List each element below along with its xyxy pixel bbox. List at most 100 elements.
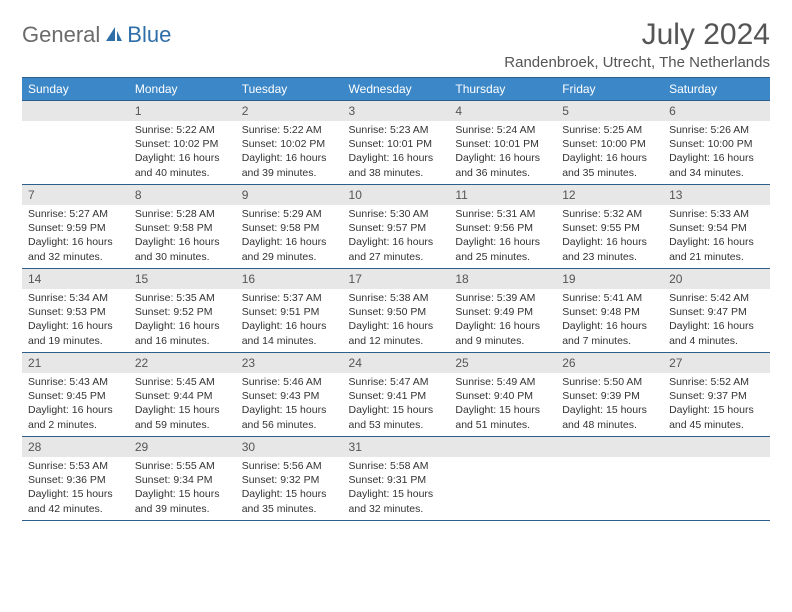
calendar-cell: 29Sunrise: 5:55 AMSunset: 9:34 PMDayligh… (129, 437, 236, 521)
calendar-cell: 6Sunrise: 5:26 AMSunset: 10:00 PMDayligh… (663, 101, 770, 185)
day-body: Sunrise: 5:45 AMSunset: 9:44 PMDaylight:… (129, 373, 236, 436)
calendar-cell: 5Sunrise: 5:25 AMSunset: 10:00 PMDayligh… (556, 101, 663, 185)
calendar-cell: 27Sunrise: 5:52 AMSunset: 9:37 PMDayligh… (663, 353, 770, 437)
brand-logo: General Blue (22, 22, 171, 48)
sunrise-text: Sunrise: 5:47 AM (349, 375, 444, 389)
day-number: 26 (556, 353, 663, 373)
sunrise-text: Sunrise: 5:30 AM (349, 207, 444, 221)
calendar-cell: 12Sunrise: 5:32 AMSunset: 9:55 PMDayligh… (556, 185, 663, 269)
day-body: Sunrise: 5:34 AMSunset: 9:53 PMDaylight:… (22, 289, 129, 352)
day-number: 20 (663, 269, 770, 289)
day-number: 27 (663, 353, 770, 373)
day-body: Sunrise: 5:37 AMSunset: 9:51 PMDaylight:… (236, 289, 343, 352)
day-number-empty (663, 437, 770, 457)
calendar-cell: 26Sunrise: 5:50 AMSunset: 9:39 PMDayligh… (556, 353, 663, 437)
daylight-text: Daylight: 15 hours and 48 minutes. (562, 403, 657, 431)
calendar-cell: 21Sunrise: 5:43 AMSunset: 9:45 PMDayligh… (22, 353, 129, 437)
sunrise-text: Sunrise: 5:33 AM (669, 207, 764, 221)
calendar-cell: 30Sunrise: 5:56 AMSunset: 9:32 PMDayligh… (236, 437, 343, 521)
sunrise-text: Sunrise: 5:53 AM (28, 459, 123, 473)
day-body: Sunrise: 5:55 AMSunset: 9:34 PMDaylight:… (129, 457, 236, 520)
day-number: 16 (236, 269, 343, 289)
day-number: 21 (22, 353, 129, 373)
day-body: Sunrise: 5:38 AMSunset: 9:50 PMDaylight:… (343, 289, 450, 352)
sunset-text: Sunset: 9:52 PM (135, 305, 230, 319)
calendar-cell: 23Sunrise: 5:46 AMSunset: 9:43 PMDayligh… (236, 353, 343, 437)
day-body: Sunrise: 5:33 AMSunset: 9:54 PMDaylight:… (663, 205, 770, 268)
sunset-text: Sunset: 9:48 PM (562, 305, 657, 319)
calendar-cell (22, 101, 129, 185)
day-number: 1 (129, 101, 236, 121)
calendar-cell (449, 437, 556, 521)
day-number: 12 (556, 185, 663, 205)
calendar-table: Sunday Monday Tuesday Wednesday Thursday… (22, 77, 770, 521)
day-number: 28 (22, 437, 129, 457)
day-number-empty (556, 437, 663, 457)
day-number: 3 (343, 101, 450, 121)
weekday-header: Sunday (22, 78, 129, 101)
day-number: 5 (556, 101, 663, 121)
sunrise-text: Sunrise: 5:43 AM (28, 375, 123, 389)
weekday-header: Friday (556, 78, 663, 101)
daylight-text: Daylight: 16 hours and 23 minutes. (562, 235, 657, 263)
calendar-cell: 1Sunrise: 5:22 AMSunset: 10:02 PMDayligh… (129, 101, 236, 185)
sunrise-text: Sunrise: 5:56 AM (242, 459, 337, 473)
sunrise-text: Sunrise: 5:50 AM (562, 375, 657, 389)
sunrise-text: Sunrise: 5:55 AM (135, 459, 230, 473)
calendar-cell: 19Sunrise: 5:41 AMSunset: 9:48 PMDayligh… (556, 269, 663, 353)
day-body: Sunrise: 5:41 AMSunset: 9:48 PMDaylight:… (556, 289, 663, 352)
calendar-cell: 14Sunrise: 5:34 AMSunset: 9:53 PMDayligh… (22, 269, 129, 353)
daylight-text: Daylight: 16 hours and 2 minutes. (28, 403, 123, 431)
day-body: Sunrise: 5:29 AMSunset: 9:58 PMDaylight:… (236, 205, 343, 268)
day-body: Sunrise: 5:49 AMSunset: 9:40 PMDaylight:… (449, 373, 556, 436)
calendar-cell: 25Sunrise: 5:49 AMSunset: 9:40 PMDayligh… (449, 353, 556, 437)
sunset-text: Sunset: 9:37 PM (669, 389, 764, 403)
day-body: Sunrise: 5:46 AMSunset: 9:43 PMDaylight:… (236, 373, 343, 436)
sunrise-text: Sunrise: 5:27 AM (28, 207, 123, 221)
day-number: 2 (236, 101, 343, 121)
sunset-text: Sunset: 10:00 PM (669, 137, 764, 151)
day-number: 13 (663, 185, 770, 205)
weekday-header: Thursday (449, 78, 556, 101)
sunset-text: Sunset: 9:43 PM (242, 389, 337, 403)
day-body: Sunrise: 5:27 AMSunset: 9:59 PMDaylight:… (22, 205, 129, 268)
daylight-text: Daylight: 16 hours and 38 minutes. (349, 151, 444, 179)
day-body: Sunrise: 5:31 AMSunset: 9:56 PMDaylight:… (449, 205, 556, 268)
day-body: Sunrise: 5:47 AMSunset: 9:41 PMDaylight:… (343, 373, 450, 436)
sunset-text: Sunset: 10:02 PM (135, 137, 230, 151)
daylight-text: Daylight: 16 hours and 21 minutes. (669, 235, 764, 263)
daylight-text: Daylight: 16 hours and 4 minutes. (669, 319, 764, 347)
calendar-cell: 24Sunrise: 5:47 AMSunset: 9:41 PMDayligh… (343, 353, 450, 437)
day-number: 9 (236, 185, 343, 205)
day-number: 4 (449, 101, 556, 121)
daylight-text: Daylight: 16 hours and 39 minutes. (242, 151, 337, 179)
daylight-text: Daylight: 16 hours and 25 minutes. (455, 235, 550, 263)
calendar-head: Sunday Monday Tuesday Wednesday Thursday… (22, 78, 770, 101)
weekday-header: Tuesday (236, 78, 343, 101)
calendar-cell (556, 437, 663, 521)
daylight-text: Daylight: 15 hours and 59 minutes. (135, 403, 230, 431)
sunrise-text: Sunrise: 5:38 AM (349, 291, 444, 305)
sunset-text: Sunset: 10:00 PM (562, 137, 657, 151)
page-header: General Blue July 2024 Randenbroek, Utre… (22, 18, 770, 71)
sunrise-text: Sunrise: 5:35 AM (135, 291, 230, 305)
brand-sail-icon (104, 24, 124, 47)
weekday-header: Saturday (663, 78, 770, 101)
sunset-text: Sunset: 9:56 PM (455, 221, 550, 235)
day-body: Sunrise: 5:25 AMSunset: 10:00 PMDaylight… (556, 121, 663, 184)
daylight-text: Daylight: 16 hours and 30 minutes. (135, 235, 230, 263)
sunrise-text: Sunrise: 5:42 AM (669, 291, 764, 305)
day-number: 24 (343, 353, 450, 373)
daylight-text: Daylight: 16 hours and 35 minutes. (562, 151, 657, 179)
calendar-cell: 17Sunrise: 5:38 AMSunset: 9:50 PMDayligh… (343, 269, 450, 353)
calendar-cell: 20Sunrise: 5:42 AMSunset: 9:47 PMDayligh… (663, 269, 770, 353)
daylight-text: Daylight: 15 hours and 51 minutes. (455, 403, 550, 431)
sunset-text: Sunset: 9:51 PM (242, 305, 337, 319)
calendar-cell: 7Sunrise: 5:27 AMSunset: 9:59 PMDaylight… (22, 185, 129, 269)
sunrise-text: Sunrise: 5:28 AM (135, 207, 230, 221)
sunset-text: Sunset: 9:57 PM (349, 221, 444, 235)
daylight-text: Daylight: 16 hours and 14 minutes. (242, 319, 337, 347)
sunset-text: Sunset: 9:50 PM (349, 305, 444, 319)
daylight-text: Daylight: 16 hours and 19 minutes. (28, 319, 123, 347)
sunset-text: Sunset: 9:40 PM (455, 389, 550, 403)
